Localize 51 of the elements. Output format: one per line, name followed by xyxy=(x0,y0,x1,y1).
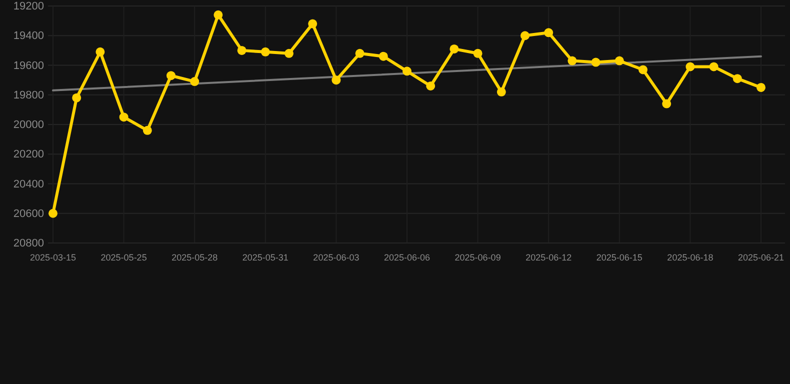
point xyxy=(260,47,270,56)
point xyxy=(544,28,554,38)
point xyxy=(402,66,412,76)
point xyxy=(119,112,128,122)
point xyxy=(355,48,364,58)
x-tick-label: 2025-06-15 xyxy=(596,252,642,262)
point xyxy=(214,10,223,20)
x-tick-label: 2025-03-15 xyxy=(30,252,76,262)
y-tick-label: 20200 xyxy=(13,148,44,161)
x-tick-label: 2025-06-12 xyxy=(526,252,572,262)
y-tick-label: 19600 xyxy=(13,60,44,72)
point xyxy=(662,99,672,108)
y-tick-label: 19800 xyxy=(13,89,44,102)
point xyxy=(450,44,459,54)
y-tick-label: 19200 xyxy=(13,0,44,13)
x-tick-label: 2025-05-28 xyxy=(172,252,218,262)
point xyxy=(638,65,648,74)
y-tick-label: 20600 xyxy=(13,208,44,220)
point xyxy=(48,208,58,218)
point xyxy=(96,47,105,56)
point xyxy=(426,81,436,90)
x-tick-label: 2025-06-21 xyxy=(738,252,784,262)
y-tick-label: 20800 xyxy=(13,238,44,250)
point xyxy=(568,56,577,66)
point xyxy=(308,19,318,28)
x-tick-label: 2025-05-25 xyxy=(100,252,147,262)
y-tick-label: 20400 xyxy=(13,178,44,190)
point xyxy=(614,56,624,66)
point xyxy=(378,52,388,61)
x-tick-label: 2025-06-06 xyxy=(384,252,430,262)
point xyxy=(473,48,482,58)
point xyxy=(496,87,506,96)
point xyxy=(332,76,341,85)
point xyxy=(709,62,718,72)
point xyxy=(732,74,742,84)
point xyxy=(237,46,246,55)
point xyxy=(190,77,200,86)
point xyxy=(756,82,766,92)
point xyxy=(72,93,82,102)
point xyxy=(520,31,530,40)
x-tick-label: 2025-06-09 xyxy=(454,252,501,262)
point xyxy=(142,126,152,135)
point xyxy=(166,71,176,80)
x-tick-label: 2025-06-18 xyxy=(667,252,714,262)
point xyxy=(284,48,294,58)
y-tick-label: 20000 xyxy=(13,119,44,132)
point xyxy=(686,62,695,72)
x-tick-label: 2025-05-31 xyxy=(242,252,288,262)
x-tick-label: 2025-06-03 xyxy=(313,252,360,262)
y-tick-label: 19400 xyxy=(13,30,44,42)
point xyxy=(591,58,600,67)
